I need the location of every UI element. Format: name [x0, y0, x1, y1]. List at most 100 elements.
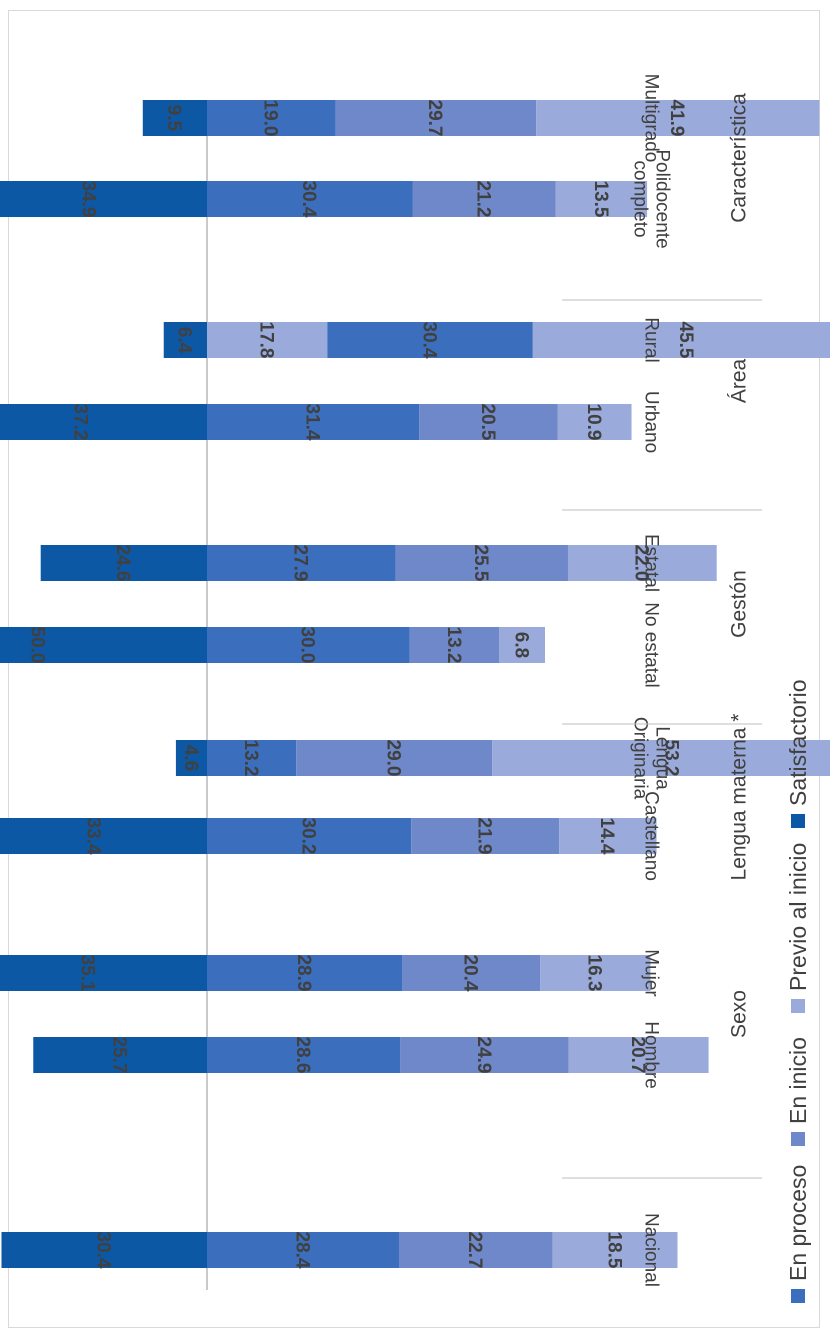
legend-label-previo-al-inicio: Previo al inicio [785, 843, 811, 991]
value-label-en-inicio-nacional: 22.7 [464, 1232, 485, 1269]
bar-previo-al-inicio-estatal [567, 545, 717, 581]
group-label-sexo: Sexo [727, 990, 750, 1038]
value-label-previo-al-inicio-estatal: 22.0 [631, 545, 652, 582]
bar-previo-al-inicio-urbano [557, 404, 632, 440]
bar-en-proceso-urbano [207, 404, 420, 440]
bar-en-proceso-mujer [207, 955, 403, 991]
bar-en-inicio-multigrado [335, 100, 537, 136]
value-label-en-proceso-hombre: 28.6 [292, 1037, 313, 1074]
legend-swatch-satisfactorio [791, 814, 805, 828]
category-label-mujer: Mujer [641, 949, 662, 997]
bar-en-proceso-no-estatal [207, 627, 410, 663]
bar-previo-al-inicio-nacional [552, 1232, 678, 1268]
value-label-previo-al-inicio-no-estatal: 6.8 [510, 632, 531, 658]
value-label-en-inicio-polidocente-completo: 21.2 [473, 181, 494, 218]
bar-satisfactorio-urbano [0, 404, 207, 440]
value-label-en-proceso-estatal: 27.9 [290, 545, 311, 582]
value-label-satisfactorio-hombre: 25.7 [108, 1037, 129, 1074]
value-label-satisfactorio-urbano: 37.2 [70, 404, 91, 441]
bar-previo-al-inicio-hombre [568, 1037, 709, 1073]
bar-satisfactorio-mujer [0, 955, 208, 991]
bar-en-proceso-estatal [207, 545, 396, 581]
value-label-satisfactorio-rural: 6.4 [174, 327, 195, 354]
bar-en-proceso-hombre [207, 1037, 401, 1073]
category-label-urbano: Urbano [641, 391, 662, 453]
value-label-previo-al-inicio-nacional: 18.5 [603, 1232, 624, 1269]
bar-previo-al-inicio-multigrado [536, 100, 820, 136]
category-label-multigrado: Multigrado [641, 74, 662, 163]
bar-en-inicio-rural [327, 322, 533, 358]
value-label-en-inicio-lengua-originaria: 29.0 [383, 740, 404, 777]
value-label-satisfactorio-castellano: 33.4 [82, 818, 103, 855]
bar-satisfactorio-no-estatal [0, 627, 207, 663]
bar-en-proceso-multigrado [207, 100, 336, 136]
value-label-satisfactorio-nacional: 30.4 [93, 1232, 114, 1269]
bar-satisfactorio-estatal [40, 545, 208, 581]
legend-swatch-en-inicio [791, 1132, 805, 1146]
category-label-hombre: Hombre [641, 1021, 662, 1089]
bar-en-inicio-nacional [398, 1232, 553, 1268]
value-label-previo-al-inicio-hombre: 20.7 [627, 1037, 648, 1074]
value-label-satisfactorio-lengua-originaria: 4.6 [180, 745, 201, 771]
legend-label-en-inicio: En inicio [785, 1037, 811, 1124]
category-label-estatal: Estatal [641, 534, 662, 592]
bar-en-proceso-castellano [207, 818, 412, 854]
value-label-previo-al-inicio-rural: 45.5 [675, 322, 696, 359]
value-label-satisfactorio-multigrado: 9.5 [163, 105, 184, 132]
value-label-satisfactorio-mujer: 35.1 [77, 955, 98, 992]
bar-satisfactorio-hombre [33, 1037, 207, 1073]
value-label-en-inicio-multigrado: 29.7 [424, 100, 445, 137]
value-label-en-inicio-urbano: 20.5 [477, 404, 498, 441]
bar-satisfactorio-rural [163, 322, 207, 358]
bar-previo-al-inicio-lengua-originaria [492, 740, 830, 776]
group-label-rea: Área [727, 359, 750, 404]
value-label-previo-al-inicio-lengua-originaria: 53.2 [660, 740, 681, 777]
bar-satisfactorio-lengua-originaria [175, 740, 207, 776]
value-label-satisfactorio-no-estatal: 50.0 [26, 627, 47, 664]
bar-satisfactorio-nacional [1, 1232, 207, 1268]
category-label-no-estatal: No estatal [641, 602, 662, 688]
value-label-en-inicio-hombre: 24.9 [473, 1037, 494, 1074]
value-label-en-proceso-urbano: 31.4 [301, 404, 322, 441]
legend-swatch-previo-al-inicio [791, 999, 805, 1013]
bar-en-inicio-urbano [419, 404, 558, 440]
category-label-rural: Rural [641, 317, 662, 362]
value-label-en-proceso-polidocente-completo: 30.4 [298, 181, 319, 218]
value-label-previo-al-inicio-urbano: 10.9 [583, 404, 604, 441]
bar-previo-al-inicio-mujer [540, 955, 651, 991]
bar-en-inicio-hombre [400, 1037, 569, 1073]
legend: En proceso En inicio Previo al inicio Satis… [785, 679, 811, 1303]
bar-previo-al-inicio-rural [532, 322, 830, 358]
legend-label-en-proceso: En proceso [785, 1165, 811, 1281]
value-label-en-proceso-mujer: 28.9 [293, 955, 314, 992]
bar-en-inicio-castellano [411, 818, 560, 854]
group-label-lengua-materna: Lengua materna * [727, 714, 750, 881]
value-label-en-proceso-rural: 17.8 [256, 322, 277, 359]
bar-satisfactorio-multigrado [142, 100, 207, 136]
bar-en-inicio-polidocente-completo [412, 181, 556, 217]
category-label-nacional: Nacional [641, 1213, 662, 1287]
category-label-lengua-originaria: LenguaOriginaria [630, 717, 673, 800]
bar-satisfactorio-polidocente-completo [0, 181, 207, 217]
bar-en-inicio-mujer [402, 955, 541, 991]
group-label-caracter-stica: Característica [727, 93, 750, 223]
value-label-en-proceso-castellano: 30.2 [297, 818, 318, 855]
value-label-en-proceso-multigrado: 19.0 [260, 100, 281, 137]
value-label-en-inicio-estatal: 25.5 [470, 545, 491, 582]
value-label-previo-al-inicio-polidocente-completo: 13.5 [590, 181, 611, 218]
legend-swatch-en-proceso [791, 1289, 805, 1303]
bar-previo-al-inicio-castellano [559, 818, 657, 854]
value-label-en-inicio-mujer: 20.4 [460, 955, 481, 992]
bar-en-proceso-lengua-originaria [207, 740, 297, 776]
value-label-en-proceso-no-estatal: 30.0 [297, 627, 318, 664]
value-label-previo-al-inicio-mujer: 16.3 [584, 955, 605, 992]
value-label-en-proceso-lengua-originaria: 13.2 [240, 740, 261, 777]
group-label-gest-n: Gestón [727, 570, 750, 638]
bar-en-proceso-nacional [207, 1232, 399, 1268]
value-label-en-inicio-castellano: 21.9 [474, 818, 495, 855]
bar-previo-al-inicio-polidocente-completo [555, 181, 648, 217]
bar-en-inicio-lengua-originaria [296, 740, 493, 776]
bar-previo-al-inicio-no-estatal [499, 627, 545, 663]
